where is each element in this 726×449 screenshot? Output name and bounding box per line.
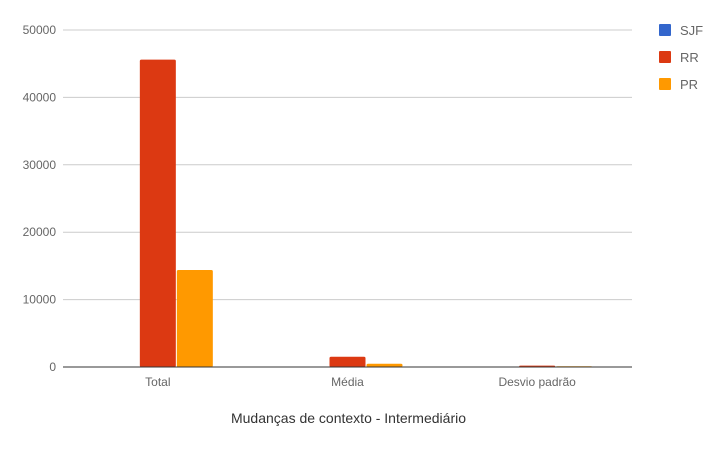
legend-label-sjf: SJF: [680, 23, 703, 38]
legend-swatch-sjf: [659, 24, 671, 36]
x-tick-label: Desvio padrão: [498, 375, 576, 389]
legend-swatch-rr: [659, 51, 671, 63]
y-tick-label: 40000: [23, 90, 57, 104]
legend: SJF RR PR: [659, 23, 703, 92]
legend-swatch-pr: [659, 78, 671, 90]
bars: [139, 59, 593, 367]
legend-label-pr: PR: [680, 77, 698, 92]
y-tick-label: 10000: [23, 293, 57, 307]
y-axis-tick-labels: 0 10000 20000 30000 40000 50000: [23, 23, 57, 374]
bar-pr-1: [366, 363, 403, 367]
x-axis-title: Mudanças de contexto - Intermediário: [231, 410, 466, 426]
bar-pr-0: [176, 269, 213, 367]
y-tick-label: 20000: [23, 225, 57, 239]
y-tick-label: 30000: [23, 158, 57, 172]
bar-rr-1: [329, 356, 366, 367]
legend-label-rr: RR: [680, 50, 699, 65]
bar-rr-0: [139, 59, 176, 367]
x-axis-tick-labels: Total Média Desvio padrão: [145, 375, 576, 389]
y-tick-label: 50000: [23, 23, 57, 37]
y-tick-label: 0: [49, 360, 56, 374]
x-tick-label: Total: [145, 375, 170, 389]
x-tick-label: Média: [331, 375, 364, 389]
